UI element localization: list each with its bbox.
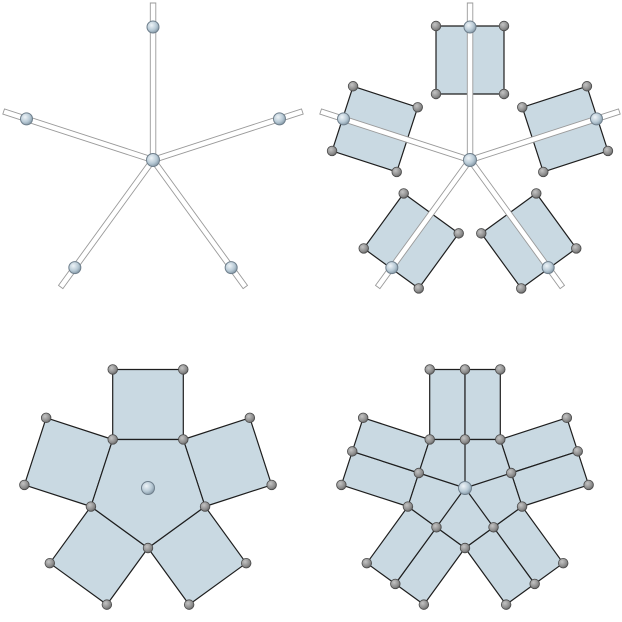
square-vertex-4-1 bbox=[398, 188, 409, 199]
edge-midpoint-vertex-4 bbox=[431, 522, 442, 533]
outer-vertex-1-b bbox=[178, 364, 189, 375]
spoke-end-joint-3 bbox=[224, 261, 238, 275]
pentagon-vertex-5 bbox=[85, 501, 97, 512]
outer-vertex-1-a bbox=[107, 364, 118, 375]
square-vertex-5-2 bbox=[391, 166, 402, 178]
spoke-end-joint-5 bbox=[20, 112, 34, 126]
square-vertex-1-4 bbox=[498, 20, 510, 32]
outer-vertex-2-b bbox=[266, 479, 277, 491]
panel-subdivided-pentagon bbox=[336, 364, 594, 610]
outer-vertex-5-a bbox=[19, 479, 30, 491]
outer-vertex-3-2 bbox=[529, 578, 540, 590]
square-vertex-1-2 bbox=[430, 88, 442, 100]
strip-face-1-a bbox=[429, 368, 466, 441]
spoke-end-joint-4 bbox=[68, 261, 82, 275]
edge-midpoint-vertex-5 bbox=[413, 467, 425, 479]
spoke-end-joint-3 bbox=[541, 261, 555, 275]
square-vertex-2-4 bbox=[602, 145, 614, 157]
outer-vertex-1-1 bbox=[424, 364, 435, 375]
outer-vertex-2-a bbox=[244, 412, 256, 424]
center-joint bbox=[463, 153, 477, 167]
square-vertex-2-3 bbox=[581, 81, 593, 92]
square-vertex-3-2 bbox=[531, 188, 542, 199]
square-vertex-4-3 bbox=[413, 283, 424, 294]
pentagon-vertex-4 bbox=[459, 542, 471, 554]
square-face-1 bbox=[112, 368, 184, 441]
pentagon-vertex-3 bbox=[516, 501, 528, 512]
spoke-end-joint-1 bbox=[463, 20, 477, 34]
panel-spokes bbox=[2, 2, 304, 290]
edge-midpoint-vertex-1 bbox=[459, 434, 471, 445]
outer-vertex-5-1 bbox=[336, 479, 347, 491]
subdivision-edge-2 bbox=[464, 472, 512, 489]
square-vertex-2-2 bbox=[517, 102, 528, 113]
spoke-end-joint-2 bbox=[589, 112, 603, 126]
strip-face-1-b bbox=[464, 368, 501, 441]
pentagon-vertex-3 bbox=[199, 501, 211, 512]
pentagon-vertex-5 bbox=[402, 501, 414, 512]
square-vertex-4-4 bbox=[358, 243, 369, 254]
outer-vertex-3-3 bbox=[500, 599, 512, 610]
outer-vertex-4-b bbox=[44, 557, 55, 569]
spoke-end-joint-4 bbox=[385, 261, 399, 275]
pentagon-vertex-2 bbox=[495, 434, 506, 445]
square-vertex-3-3 bbox=[571, 243, 582, 254]
pentagon-vertex-1 bbox=[107, 434, 118, 445]
subdivision-edge-4 bbox=[435, 487, 466, 528]
outer-vertex-5-2 bbox=[347, 446, 358, 457]
edge-midpoint-vertex-2 bbox=[505, 467, 517, 479]
center-joint bbox=[141, 481, 155, 495]
square-vertex-5-4 bbox=[347, 81, 359, 92]
outer-vertex-4-3 bbox=[361, 557, 372, 569]
pentagon-vertex-4 bbox=[142, 542, 154, 554]
outer-vertex-5-b bbox=[40, 412, 52, 424]
subdivision-edge-5 bbox=[418, 472, 466, 489]
outer-vertex-1-3 bbox=[495, 364, 506, 375]
square-vertex-3-4 bbox=[516, 283, 527, 294]
square-vertex-5-3 bbox=[326, 145, 338, 157]
outer-vertex-1-2 bbox=[459, 364, 471, 375]
outer-vertex-3-a bbox=[241, 557, 252, 569]
center-joint bbox=[458, 481, 472, 495]
outer-vertex-4-2 bbox=[390, 578, 401, 590]
spoke-end-joint-1 bbox=[146, 20, 160, 34]
edge-midpoint-vertex-3 bbox=[488, 522, 499, 533]
square-vertex-4-2 bbox=[453, 228, 464, 239]
spoke-end-joint-2 bbox=[272, 112, 286, 126]
square-vertex-1-1 bbox=[498, 88, 510, 100]
outer-vertex-4-a bbox=[101, 599, 113, 610]
outer-vertex-3-b bbox=[183, 599, 195, 610]
outer-vertex-4-1 bbox=[418, 599, 430, 610]
pentagon-vertex-1 bbox=[424, 434, 435, 445]
square-vertex-5-1 bbox=[412, 102, 423, 113]
subdivision-edge-3 bbox=[464, 487, 495, 528]
outer-vertex-3-1 bbox=[558, 557, 569, 569]
panel-pentagon-squares bbox=[19, 364, 277, 610]
square-vertex-2-1 bbox=[538, 166, 549, 178]
outer-vertex-5-3 bbox=[357, 412, 369, 424]
outer-vertex-2-3 bbox=[583, 479, 594, 491]
outer-vertex-2-2 bbox=[572, 446, 583, 457]
spoke-end-joint-5 bbox=[337, 112, 351, 126]
center-joint bbox=[146, 153, 160, 167]
square-vertex-1-3 bbox=[430, 20, 442, 32]
panel-spokes-squares bbox=[319, 2, 621, 294]
pentagon-vertex-2 bbox=[178, 434, 189, 445]
outer-vertex-2-1 bbox=[561, 412, 573, 424]
square-vertex-3-1 bbox=[476, 228, 487, 239]
